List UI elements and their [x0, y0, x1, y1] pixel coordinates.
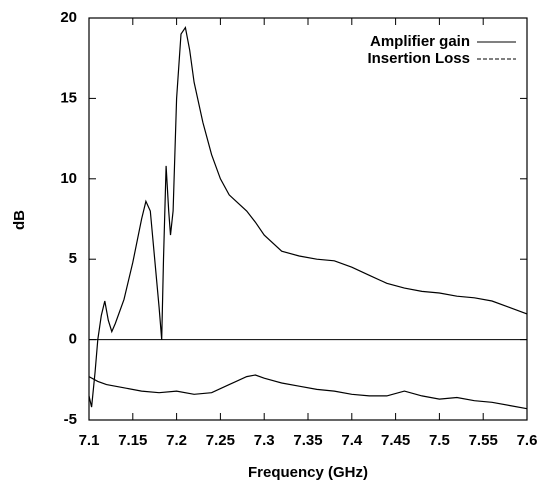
x-tick-label: 7.4	[341, 432, 363, 449]
x-tick-label: 7.3	[254, 432, 275, 449]
series-line	[88, 374, 528, 410]
y-tick-label: -5	[64, 411, 77, 428]
x-tick-label: 7.55	[469, 432, 498, 449]
legend-label: Insertion Loss	[367, 50, 470, 67]
x-tick-label: 7.1	[79, 432, 100, 449]
x-tick-label: 7.2	[166, 432, 187, 449]
y-tick-label: 5	[69, 250, 77, 267]
series-line	[88, 26, 528, 408]
x-tick-label: 7.6	[517, 432, 538, 449]
plot-frame	[88, 17, 528, 421]
x-tick-label: 7.15	[118, 432, 147, 449]
legend-label: Amplifier gain	[370, 33, 470, 50]
x-tick-label: 7.45	[381, 432, 410, 449]
y-tick-label: 15	[60, 89, 77, 106]
y-tick-label: 0	[69, 331, 77, 348]
y-tick-label: 10	[60, 170, 77, 187]
x-axis-label: Frequency (GHz)	[248, 464, 368, 481]
x-tick-label: 7.25	[206, 432, 235, 449]
y-axis-label: dB	[11, 210, 28, 230]
y-tick-label: 20	[60, 9, 77, 26]
x-tick-label: 7.35	[293, 432, 322, 449]
x-tick-label: 7.5	[429, 432, 450, 449]
